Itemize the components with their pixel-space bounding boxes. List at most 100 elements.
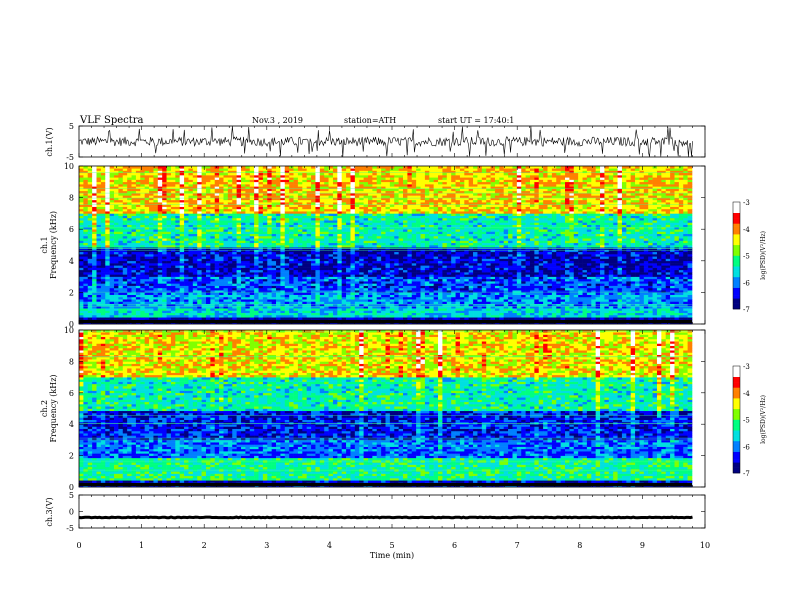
spectrogram-cell	[193, 252, 198, 255]
spectrogram-cell	[153, 268, 158, 271]
spectrogram-cell	[245, 218, 250, 221]
spectrogram-cell	[158, 274, 163, 277]
spectrogram-cell	[359, 193, 364, 196]
spectrogram-cell	[355, 317, 360, 320]
spectrogram-cell	[97, 315, 102, 318]
spectrogram-cell	[167, 306, 172, 309]
spectrogram-cell	[92, 193, 97, 196]
spectrogram-cell	[79, 306, 84, 309]
spectrogram-cell	[206, 250, 211, 253]
spectrogram-cell	[355, 193, 360, 196]
spectrogram-cell	[97, 216, 102, 219]
spectrogram-cell	[254, 310, 259, 313]
spectrogram-cell	[346, 317, 351, 320]
spectrogram-cell	[250, 299, 255, 302]
spectrogram-cell	[368, 177, 373, 180]
spectrogram-cell	[372, 281, 377, 284]
spectrogram-cell	[123, 182, 128, 185]
spectrogram-cell	[171, 310, 176, 313]
spectrogram-cell	[123, 270, 128, 273]
spectrogram-cell	[210, 180, 215, 183]
spectrogram-cell	[350, 189, 355, 192]
spectrogram-cell	[140, 200, 145, 203]
spectrogram-cell	[298, 254, 303, 257]
spectrogram-cell	[180, 263, 185, 266]
spectrogram-cell	[101, 175, 106, 178]
spectrogram-cell	[184, 200, 189, 203]
spectrogram-cell	[136, 231, 141, 234]
spectrogram-cell	[276, 277, 281, 280]
spectrogram-cell	[180, 193, 185, 196]
spectrogram-cell	[140, 250, 145, 253]
spectrogram-cell	[237, 177, 242, 180]
spectrogram-cell	[250, 310, 255, 313]
spectrogram-cell	[223, 283, 228, 286]
spectrogram-cell	[285, 238, 290, 241]
spectrogram-cell	[184, 195, 189, 198]
spectrogram-cell	[245, 213, 250, 216]
spectrogram-cell	[368, 254, 373, 257]
spectrogram-cell	[377, 261, 382, 264]
spectrogram-cell	[263, 259, 268, 262]
spectrogram-cell	[118, 279, 123, 282]
spectrogram-cell	[364, 182, 369, 185]
spectrogram-cell	[350, 306, 355, 309]
spectrogram-cell	[92, 268, 97, 271]
spectrogram-cell	[105, 184, 110, 187]
spectrogram-cell	[79, 308, 84, 311]
spectrogram-cell	[237, 283, 242, 286]
spectrogram-cell	[307, 274, 312, 277]
spectrogram-cell	[329, 310, 334, 313]
spectrogram-cell	[110, 263, 115, 266]
spectrogram-cell	[175, 177, 180, 180]
spectrogram-cell	[110, 173, 115, 176]
spectrogram-cell	[127, 229, 132, 232]
spectrogram-cell	[241, 207, 246, 210]
spectrogram-cell	[254, 240, 259, 243]
spectrogram-cell	[245, 225, 250, 228]
spectrogram-cell	[206, 220, 211, 223]
spectrogram-cell	[219, 288, 224, 291]
spectrogram-cell	[158, 207, 163, 210]
spectrogram-cell	[215, 313, 220, 316]
spectrogram-cell	[223, 231, 228, 234]
spectrogram-cell	[329, 295, 334, 298]
spectrogram-cell	[342, 200, 347, 203]
spectrogram-cell	[167, 182, 172, 185]
spectrogram-cell	[132, 272, 137, 275]
spectrogram-cell	[337, 308, 342, 311]
spectrogram-cell	[232, 261, 237, 264]
spectrogram-cell	[158, 277, 163, 280]
spectrogram-cell	[294, 231, 299, 234]
spectrogram-cell	[223, 295, 228, 298]
spectrogram-cell	[272, 182, 277, 185]
spectrogram-cell	[215, 295, 220, 298]
spectrogram-cell	[381, 250, 386, 253]
spectrogram-cell	[333, 207, 338, 210]
spectrogram-cell	[175, 202, 180, 205]
spectrogram-cell	[381, 254, 386, 257]
spectrogram-cell	[92, 254, 97, 257]
spectrogram-cell	[123, 250, 128, 253]
spectrogram-cell	[193, 171, 198, 174]
spectrogram-cell	[188, 193, 193, 196]
spectrogram-cell	[368, 245, 373, 248]
spectrogram-cell	[329, 202, 334, 205]
spectrogram-cell	[298, 272, 303, 275]
spectrogram-cell	[149, 261, 154, 264]
spectrogram-cell	[241, 173, 246, 176]
spectrogram-cell	[311, 281, 316, 284]
spectrogram-cell	[153, 216, 158, 219]
spectrogram-cell	[92, 243, 97, 246]
spectrogram-cell	[232, 193, 237, 196]
spectrogram-cell	[188, 310, 193, 313]
spectrogram-cell	[254, 270, 259, 273]
spectrogram-cell	[114, 225, 119, 228]
spectrogram-cell	[206, 211, 211, 214]
spectrogram-cell	[250, 263, 255, 266]
spectrogram-cell	[267, 270, 272, 273]
spectrogram-cell	[171, 299, 176, 302]
ch1-trace-line	[79, 126, 693, 157]
spectrogram-cell	[263, 313, 268, 316]
spectrogram-cell	[123, 213, 128, 216]
